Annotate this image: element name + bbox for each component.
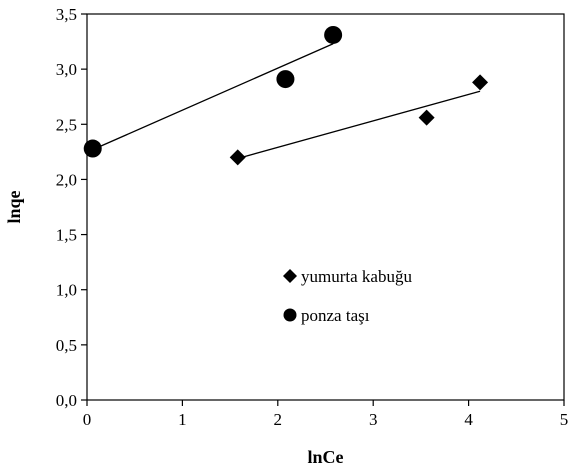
plot-frame xyxy=(86,13,565,401)
data-point-diamond xyxy=(472,74,489,91)
y-tick-label: 1,0 xyxy=(56,281,77,300)
legend-marker-ponza-tasi xyxy=(283,308,297,322)
x-tick-label: 0 xyxy=(83,410,92,429)
trendline-series-0 xyxy=(237,90,481,160)
x-tick-label: 3 xyxy=(369,410,378,429)
y-tick-label: 0,5 xyxy=(56,336,77,355)
x-axis-title: lnCe xyxy=(308,447,344,467)
y-axis-title: lnqe xyxy=(4,190,24,223)
data-point-circle xyxy=(276,70,295,89)
y-tick-label: 1,5 xyxy=(56,226,77,245)
x-tick-label: 2 xyxy=(274,410,283,429)
y-tick-label: 2,0 xyxy=(56,170,77,189)
legend: yumurta kabuğu ponza taşı xyxy=(283,267,412,325)
data-point-circle xyxy=(83,139,102,158)
y-tick-label: 3,5 xyxy=(56,5,77,24)
x-axis: 0 1 2 3 4 5 xyxy=(83,400,569,429)
x-tick-label: 4 xyxy=(464,410,473,429)
data-point-circle xyxy=(324,25,343,44)
trendlines xyxy=(92,43,481,160)
legend-marker-yumurta-kabugu xyxy=(283,269,297,283)
trendline-series-1 xyxy=(92,43,334,151)
y-tick-label: 3,0 xyxy=(56,60,77,79)
x-tick-label: 1 xyxy=(178,410,187,429)
data-point-diamond xyxy=(229,149,246,166)
data-markers xyxy=(83,25,489,166)
y-axis: 0,0 0,5 1,0 1,5 2,0 2,5 3,0 3,5 xyxy=(56,5,87,410)
x-tick-label: 5 xyxy=(560,410,569,429)
plot-area xyxy=(86,13,565,401)
legend-label-ponza-tasi: ponza taşı xyxy=(301,306,370,325)
data-point-diamond xyxy=(418,109,435,126)
legend-label-yumurta-kabugu: yumurta kabuğu xyxy=(301,267,412,286)
y-tick-label: 0,0 xyxy=(56,391,77,410)
y-tick-label: 2,5 xyxy=(56,115,77,134)
